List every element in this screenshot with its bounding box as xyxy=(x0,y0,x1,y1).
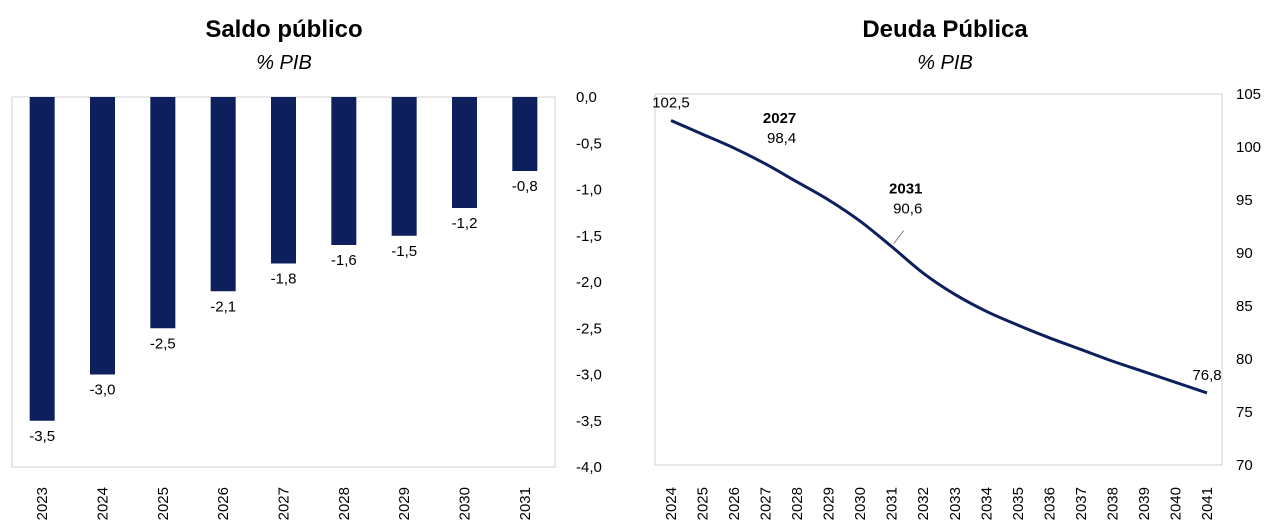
y-tick-label: 105 xyxy=(1236,86,1261,103)
y-tick-label: -3,5 xyxy=(576,413,602,430)
x-tick-label: 2029 xyxy=(396,487,413,520)
x-tick-label: 2030 xyxy=(457,487,474,520)
bar xyxy=(271,97,296,264)
data-label: -3,5 xyxy=(29,428,55,445)
x-tick-label: 2036 xyxy=(1041,487,1058,520)
bar xyxy=(210,97,236,292)
data-label: 76,8 xyxy=(1192,367,1221,384)
data-label: 90,6 xyxy=(893,201,922,218)
annotation-year-label: 2027 xyxy=(763,110,796,127)
y-tick-label: -1,5 xyxy=(576,228,602,245)
bar-chart-title: Saldo público xyxy=(205,16,363,43)
x-tick-label: 2037 xyxy=(1073,487,1090,520)
y-tick-label: -4,0 xyxy=(576,459,602,476)
data-label: 102,5 xyxy=(652,95,690,112)
bar xyxy=(331,97,357,245)
x-tick-label: 2024 xyxy=(663,487,680,520)
x-tick-label: 2028 xyxy=(336,487,353,520)
x-tick-label: 2027 xyxy=(758,487,775,520)
bar xyxy=(29,97,55,421)
x-tick-label: 2023 xyxy=(34,487,51,520)
x-tick-label: 2030 xyxy=(852,487,869,520)
data-label: -1,5 xyxy=(391,243,417,260)
y-tick-label: 85 xyxy=(1236,298,1253,315)
bar xyxy=(512,97,538,171)
x-tick-label: 2033 xyxy=(947,487,964,520)
plot-area-border xyxy=(654,93,1223,466)
y-tick-label: 100 xyxy=(1236,139,1261,156)
x-tick-label: 2040 xyxy=(1167,487,1184,520)
x-tick-label: 2032 xyxy=(915,487,932,520)
y-tick-label: 0,0 xyxy=(576,89,597,106)
series-line xyxy=(670,119,1208,395)
y-tick-label: -2,0 xyxy=(576,274,602,291)
data-label: -2,1 xyxy=(210,298,236,315)
x-tick-label: 2041 xyxy=(1199,487,1216,520)
y-tick-label: -0,5 xyxy=(576,135,602,152)
x-tick-label: 2027 xyxy=(276,487,293,520)
y-tick-label: 70 xyxy=(1236,457,1253,474)
data-label: -2,5 xyxy=(150,335,176,352)
data-label: 98,4 xyxy=(767,130,796,147)
data-label: -1,2 xyxy=(452,215,478,232)
data-label: -1,8 xyxy=(271,271,297,288)
x-tick-label: 2034 xyxy=(978,487,995,520)
data-label: -1,6 xyxy=(331,252,357,269)
x-tick-label: 2038 xyxy=(1104,487,1121,520)
x-tick-label: 2031 xyxy=(517,487,534,520)
x-tick-label: 2024 xyxy=(95,487,112,520)
bar xyxy=(452,97,477,208)
y-tick-label: -3,0 xyxy=(576,367,602,384)
bar xyxy=(150,97,176,329)
data-label: -0,8 xyxy=(512,178,538,195)
bar-chart-subtitle: % PIB xyxy=(256,52,312,74)
x-tick-label: 2025 xyxy=(695,487,712,520)
y-tick-label: 90 xyxy=(1236,245,1253,262)
y-tick-label: 75 xyxy=(1236,404,1253,421)
x-tick-label: 2025 xyxy=(155,487,172,520)
line-chart-title: Deuda Pública xyxy=(862,16,1028,43)
line-chart-subtitle: % PIB xyxy=(917,52,973,74)
y-tick-label: -1,0 xyxy=(576,182,602,199)
y-tick-label: -2,5 xyxy=(576,320,602,337)
x-tick-label: 2026 xyxy=(726,487,743,520)
x-tick-label: 2026 xyxy=(215,487,232,520)
x-tick-label: 2028 xyxy=(789,487,806,520)
y-tick-label: 95 xyxy=(1236,192,1253,209)
bar xyxy=(90,97,115,375)
x-tick-label: 2031 xyxy=(884,487,901,520)
x-tick-label: 2035 xyxy=(1010,487,1027,520)
x-tick-label: 2039 xyxy=(1136,487,1153,520)
y-tick-label: 80 xyxy=(1236,351,1253,368)
bar xyxy=(391,97,417,236)
leader-line xyxy=(893,230,905,244)
annotation-year-label: 2031 xyxy=(889,181,922,198)
x-tick-label: 2029 xyxy=(821,487,838,520)
data-label: -3,0 xyxy=(90,382,116,399)
